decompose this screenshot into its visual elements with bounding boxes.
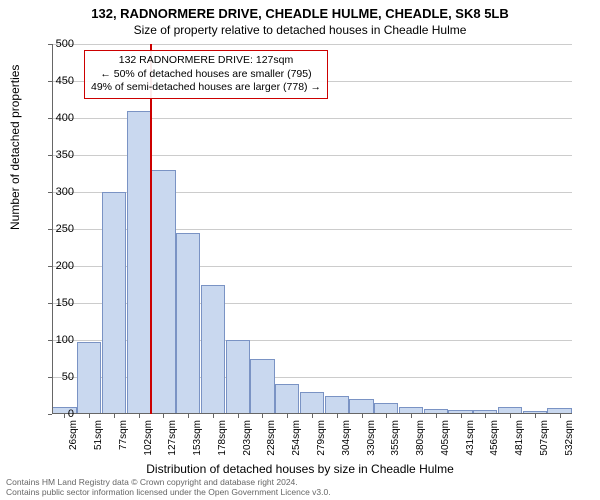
y-axis-label: Number of detached properties (8, 65, 22, 230)
ytick-label: 0 (34, 408, 74, 420)
bar (349, 399, 373, 414)
annotation-line-3: 49% of semi-detached houses are larger (… (91, 81, 321, 95)
ytick-label: 150 (34, 297, 74, 309)
xtick-mark (337, 414, 338, 418)
xtick-label: 127sqm (167, 420, 178, 456)
footer-attribution: Contains HM Land Registry data © Crown c… (6, 478, 331, 498)
xtick-mark (139, 414, 140, 418)
ytick-label: 50 (34, 371, 74, 383)
xtick-mark (312, 414, 313, 418)
ytick-label: 300 (34, 186, 74, 198)
bar (102, 192, 126, 414)
xtick-label: 203sqm (242, 420, 253, 456)
xtick-mark (188, 414, 189, 418)
xtick-mark (560, 414, 561, 418)
bar (250, 359, 274, 415)
xtick-label: 153sqm (192, 420, 203, 456)
ytick-label: 100 (34, 334, 74, 346)
xtick-label: 431sqm (465, 420, 476, 456)
xtick-label: 532sqm (564, 420, 575, 456)
xtick-label: 254sqm (291, 420, 302, 456)
x-axis-line (52, 413, 572, 414)
bar (201, 285, 225, 415)
ytick-label: 500 (34, 38, 74, 50)
xtick-mark (114, 414, 115, 418)
xtick-mark (89, 414, 90, 418)
bar (275, 384, 299, 414)
xtick-label: 507sqm (539, 420, 550, 456)
xtick-label: 26sqm (68, 420, 79, 450)
xtick-mark (411, 414, 412, 418)
bar (77, 342, 101, 414)
bar (176, 233, 200, 414)
xtick-mark (461, 414, 462, 418)
ytick-label: 250 (34, 223, 74, 235)
annotation-box: 132 RADNORMERE DRIVE: 127sqm← 50% of det… (84, 50, 328, 99)
xtick-label: 355sqm (390, 420, 401, 456)
xtick-label: 77sqm (118, 420, 129, 450)
chart-plot-area: 26sqm51sqm77sqm102sqm127sqm153sqm178sqm2… (52, 44, 572, 414)
xtick-label: 304sqm (341, 420, 352, 456)
xtick-mark (163, 414, 164, 418)
xtick-label: 380sqm (415, 420, 426, 456)
xtick-label: 279sqm (316, 420, 327, 456)
ytick-label: 400 (34, 112, 74, 124)
xtick-mark (386, 414, 387, 418)
annotation-line-1: 132 RADNORMERE DRIVE: 127sqm (91, 54, 321, 68)
bar (325, 396, 349, 415)
chart-title-main: 132, RADNORMERE DRIVE, CHEADLE HULME, CH… (0, 0, 600, 21)
xtick-mark (238, 414, 239, 418)
chart-title-sub: Size of property relative to detached ho… (0, 21, 600, 37)
xtick-mark (510, 414, 511, 418)
xtick-label: 228sqm (266, 420, 277, 456)
xtick-label: 51sqm (93, 420, 104, 450)
xtick-label: 330sqm (366, 420, 377, 456)
xtick-mark (213, 414, 214, 418)
xtick-label: 481sqm (514, 420, 525, 456)
xtick-mark (362, 414, 363, 418)
x-axis-label: Distribution of detached houses by size … (0, 462, 600, 476)
gridline (52, 44, 572, 45)
xtick-label: 405sqm (440, 420, 451, 456)
annotation-line-2: ← 50% of detached houses are smaller (79… (91, 68, 321, 82)
ytick-label: 200 (34, 260, 74, 272)
xtick-label: 178sqm (217, 420, 228, 456)
ytick-label: 350 (34, 149, 74, 161)
bar (151, 170, 175, 414)
ytick-label: 450 (34, 75, 74, 87)
xtick-label: 456sqm (489, 420, 500, 456)
bar (226, 340, 250, 414)
bar (127, 111, 151, 414)
footer-line-2: Contains public sector information licen… (6, 488, 331, 498)
xtick-label: 102sqm (143, 420, 154, 456)
marker-line (150, 44, 152, 414)
xtick-mark (485, 414, 486, 418)
xtick-mark (436, 414, 437, 418)
xtick-mark (535, 414, 536, 418)
bar (300, 392, 324, 414)
xtick-mark (287, 414, 288, 418)
xtick-mark (262, 414, 263, 418)
